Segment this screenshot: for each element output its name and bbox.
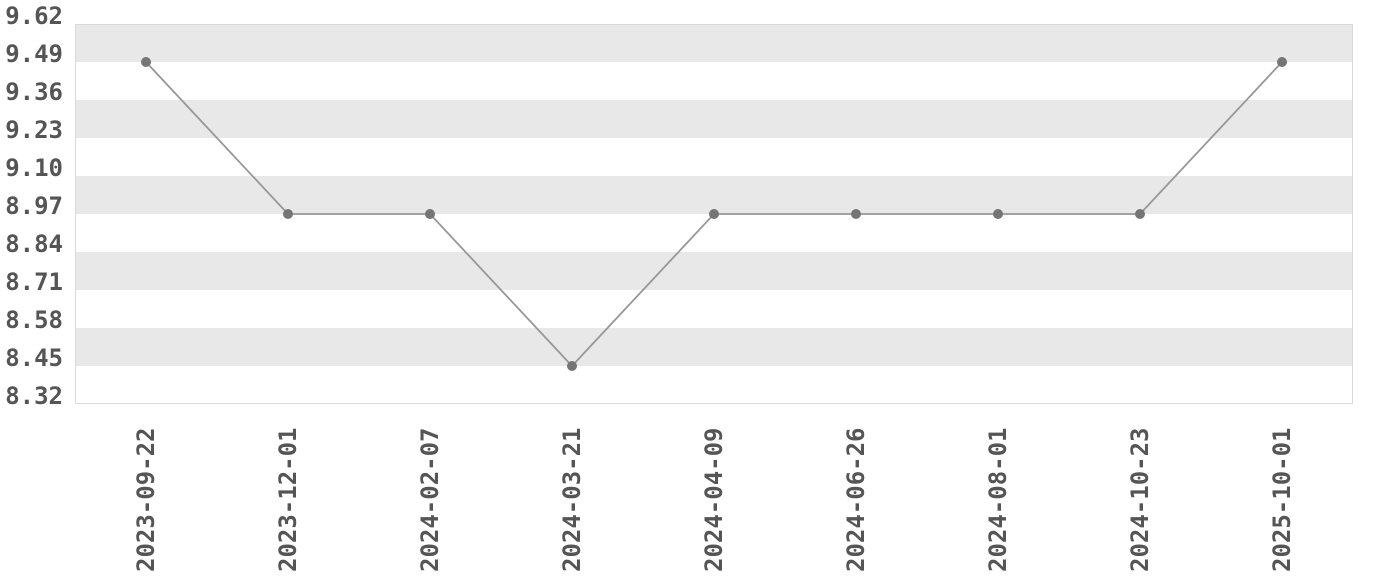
x-tick-label: 2025-10-01	[1268, 428, 1296, 573]
zebra-stripe	[75, 100, 1353, 138]
x-axis-labels: 2023-09-22 2023-12-01 2024-02-07 2024-03-21…	[132, 428, 1296, 573]
y-tick-label: 8.84	[5, 230, 63, 258]
plot-border-box	[75, 24, 1353, 404]
y-tick-label: 9.36	[5, 78, 63, 106]
y-tick-label: 8.32	[5, 382, 63, 410]
data-point-marker	[1135, 209, 1145, 219]
x-tick-label: 2024-02-07	[416, 428, 444, 573]
y-tick-label: 8.71	[5, 268, 63, 296]
x-tick-label: 2024-04-09	[700, 428, 728, 573]
y-tick-label: 8.97	[5, 192, 63, 220]
y-axis-labels: 9.62 9.49 9.36 9.23 9.10 8.97 8.84 8.71 8.58 8.45…	[5, 2, 63, 410]
data-point-marker	[425, 209, 435, 219]
data-point-markers	[141, 57, 1287, 371]
zebra-stripe	[75, 176, 1353, 214]
data-point-marker	[1277, 57, 1287, 67]
y-tick-label: 8.45	[5, 344, 63, 372]
y-tick-label: 9.49	[5, 40, 63, 68]
data-point-marker	[141, 57, 151, 67]
zebra-stripes	[75, 24, 1353, 366]
y-tick-label: 9.23	[5, 116, 63, 144]
y-tick-label: 9.10	[5, 154, 63, 182]
data-point-marker	[709, 209, 719, 219]
x-tick-label: 2024-08-01	[984, 428, 1012, 573]
x-tick-label: 2024-06-26	[842, 428, 870, 573]
plot-border	[75, 24, 1353, 404]
x-tick-label: 2023-09-22	[132, 428, 160, 573]
zebra-stripe	[75, 252, 1353, 290]
data-point-marker	[993, 209, 1003, 219]
zebra-stripe	[75, 24, 1353, 62]
data-point-marker	[567, 361, 577, 371]
x-tick-label: 2024-10-23	[1126, 428, 1154, 573]
data-point-marker	[851, 209, 861, 219]
y-tick-label: 8.58	[5, 306, 63, 334]
x-tick-label: 2023-12-01	[274, 428, 302, 573]
data-point-marker	[283, 209, 293, 219]
y-tick-label: 9.62	[5, 2, 63, 30]
zebra-stripe	[75, 328, 1353, 366]
x-tick-label: 2024-03-21	[558, 428, 586, 573]
